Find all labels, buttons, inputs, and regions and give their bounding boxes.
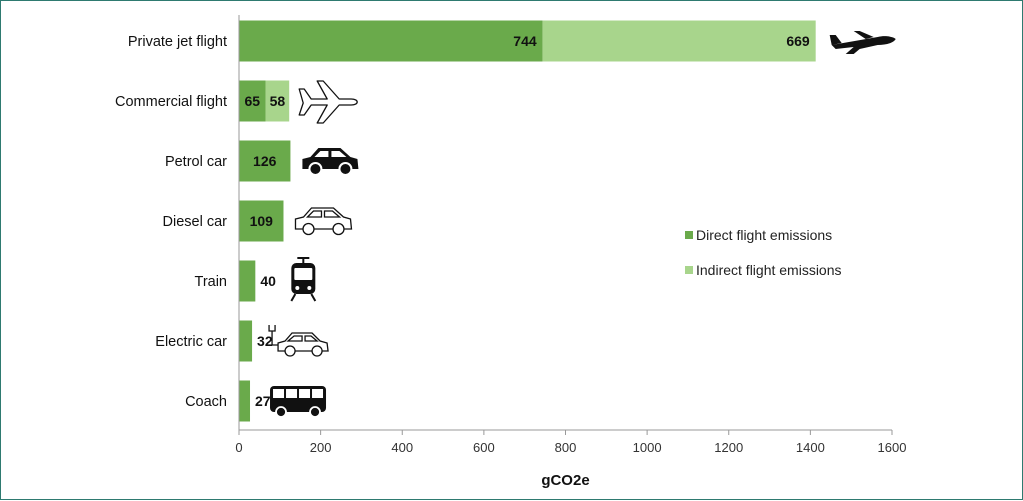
icons-group (268, 31, 896, 418)
commercial-plane-icon (298, 80, 358, 124)
data-label: 669 (786, 33, 810, 49)
legend-swatch (685, 266, 693, 274)
legend: Direct flight emissions Indirect flight e… (685, 227, 842, 278)
x-tick-label: 800 (555, 440, 577, 455)
bar-direct (239, 260, 256, 302)
bar-direct (239, 140, 291, 182)
category-label: Electric car (155, 334, 227, 350)
bar-direct (239, 80, 266, 122)
x-tick-label: 1200 (714, 440, 743, 455)
bar-direct (239, 320, 253, 362)
bar-direct (239, 200, 284, 242)
x-tick-label: 0 (235, 440, 242, 455)
legend-label: Direct flight emissions (696, 227, 832, 243)
x-axis: 0 200 400 600 800 1000 1200 1400 1600 gCO2e (235, 15, 906, 489)
petrol-car-icon (302, 148, 359, 176)
data-label: 109 (250, 213, 274, 229)
bar-direct (239, 380, 251, 422)
bar-indirect (542, 20, 816, 62)
category-label: Coach (185, 394, 227, 410)
x-tick-label: 1400 (796, 440, 825, 455)
x-tick-label: 1600 (878, 440, 907, 455)
data-label: 32 (257, 333, 273, 349)
bar-direct (239, 20, 543, 62)
data-label: 65 (244, 93, 260, 109)
data-label: 27 (255, 393, 271, 409)
x-tick-label: 600 (473, 440, 495, 455)
data-label: 40 (260, 273, 276, 289)
diesel-car-icon (294, 207, 353, 236)
legend-swatch (685, 231, 693, 239)
bars-group: Private jet flight 744 669 Commercial fligh… (115, 20, 816, 422)
x-tick-label: 400 (391, 440, 413, 455)
category-label: Diesel car (163, 214, 228, 230)
category-label: Private jet flight (128, 34, 227, 50)
category-label: Commercial flight (115, 94, 227, 110)
legend-label: Indirect flight emissions (696, 262, 842, 278)
category-label: Petrol car (165, 154, 227, 170)
data-label: 58 (270, 93, 286, 109)
x-tick-label: 1000 (633, 440, 662, 455)
coach-icon (270, 386, 327, 418)
x-axis-title: gCO2e (541, 472, 589, 489)
data-label: 744 (513, 33, 537, 49)
data-label: 126 (253, 153, 277, 169)
category-label: Train (195, 274, 228, 290)
electric-car-icon (268, 325, 329, 357)
train-icon (290, 257, 317, 302)
x-tick-label: 200 (310, 440, 332, 455)
private-jet-icon (829, 31, 896, 54)
bar-indirect (265, 80, 290, 122)
